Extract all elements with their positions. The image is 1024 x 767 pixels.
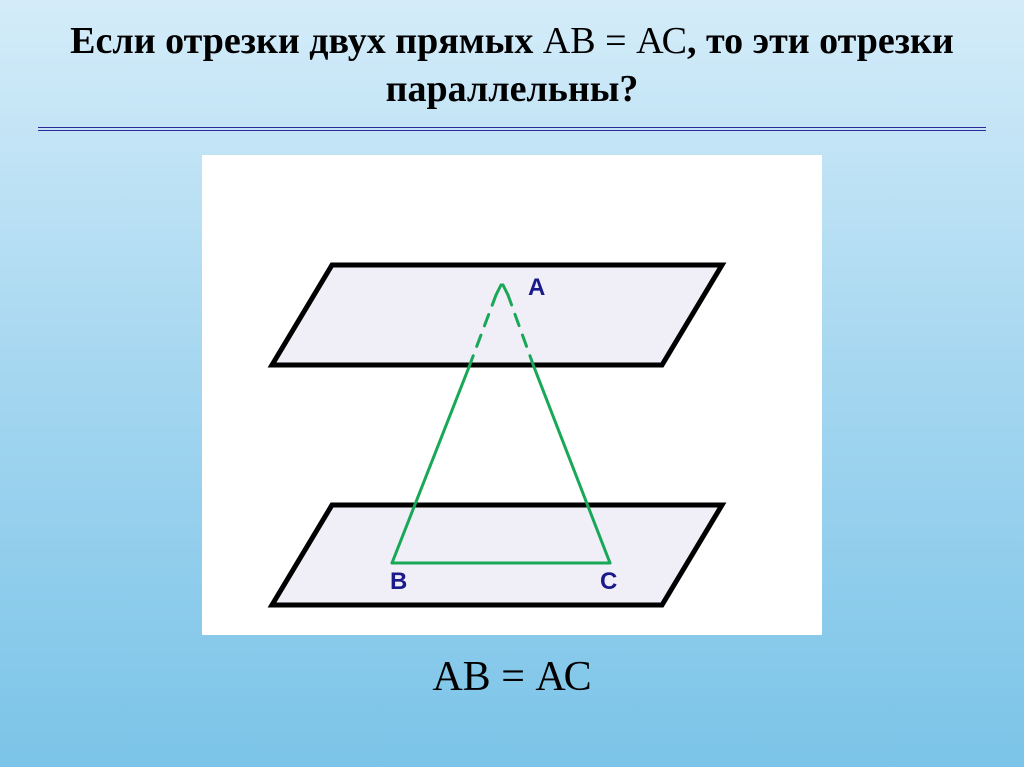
point-label-b: В bbox=[390, 568, 407, 595]
figure-svg: А В С bbox=[202, 155, 822, 635]
geometry-figure: А В С bbox=[202, 155, 822, 635]
title-part1: Если отрезки двух прямых bbox=[70, 20, 543, 62]
title-part2: АВ = АС bbox=[543, 20, 687, 62]
point-label-a: А bbox=[528, 274, 545, 301]
title-underline bbox=[38, 127, 986, 131]
question-title: Если отрезки двух прямых АВ = АС, то эти… bbox=[0, 0, 1024, 121]
top-plane bbox=[272, 265, 722, 365]
bottom-plane bbox=[272, 505, 722, 605]
point-label-c: С bbox=[600, 568, 617, 595]
equation-text: АВ = АС bbox=[0, 653, 1024, 701]
